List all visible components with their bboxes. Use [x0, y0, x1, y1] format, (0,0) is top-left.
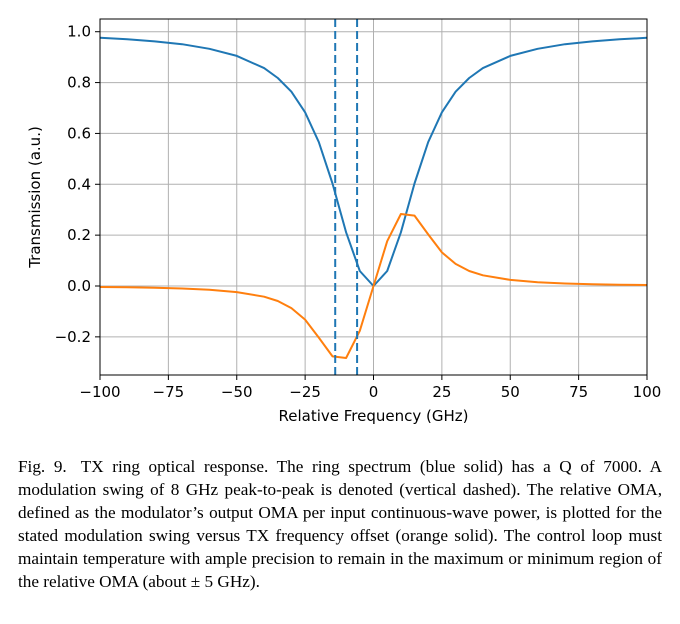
y-tick-label: 1.0	[67, 23, 91, 41]
grid	[99, 19, 648, 375]
relative-oma-line	[99, 213, 648, 359]
y-axis-ticks: −0.2 0.0 0.2 0.4 0.6 0.8 1.0	[55, 23, 100, 346]
x-tick-label: −75	[153, 383, 185, 401]
caption-text: TX ring optical response. The ring spect…	[18, 457, 662, 591]
x-tick-label: −100	[79, 383, 120, 401]
x-tick-label: 0	[369, 383, 379, 401]
y-axis-label: Transmission (a.u.)	[26, 126, 44, 269]
y-tick-label: −0.2	[55, 328, 91, 346]
figure-number: Fig. 9.	[18, 457, 67, 476]
y-tick-label: 0.0	[67, 277, 91, 295]
x-tick-label: −50	[221, 383, 253, 401]
y-tick-label: 0.4	[67, 175, 91, 193]
chart: −100 −75 −50 −25 0 25 50 75 100 −0.2 0.0 0.2 0.4 0.6…	[26, 18, 661, 425]
series-layer	[99, 36, 648, 359]
x-tick-label: 25	[432, 383, 451, 401]
x-axis-ticks: −100 −75 −50 −25 0 25 50 75 100	[79, 375, 661, 401]
figure-caption: Fig. 9. TX ring optical response. The rin…	[18, 455, 662, 593]
x-tick-label: 50	[501, 383, 520, 401]
x-tick-label: 75	[569, 383, 588, 401]
y-tick-label: 0.6	[67, 124, 91, 142]
x-tick-label: 100	[633, 383, 662, 401]
y-tick-label: 0.2	[67, 226, 91, 244]
y-tick-label: 0.8	[67, 74, 91, 92]
x-axis-label: Relative Frequency (GHz)	[279, 407, 469, 425]
x-tick-label: −25	[289, 383, 321, 401]
modulation-swing-lines	[334, 19, 359, 375]
